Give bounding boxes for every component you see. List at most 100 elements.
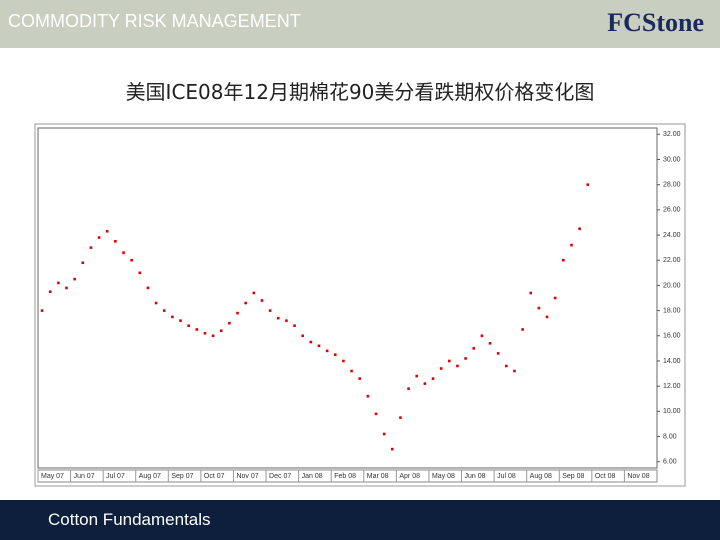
point: [407, 387, 410, 390]
point: [513, 369, 516, 373]
plot-area: [37, 127, 658, 469]
point: [171, 315, 174, 319]
header-bar: COMMODITY RISK MANAGEMENT FCStone: [0, 0, 720, 48]
point: [390, 447, 394, 451]
y-tick-label: 26.00: [663, 207, 681, 214]
point: [439, 367, 443, 370]
point: [57, 281, 60, 285]
y-tick-label: 16.00: [663, 333, 681, 340]
point: [162, 309, 166, 312]
point: [40, 309, 44, 312]
point: [570, 243, 573, 247]
x-tick-label: Aug 07: [139, 473, 161, 480]
point: [252, 291, 256, 295]
point: [293, 324, 296, 328]
x-tick-label: Sep 07: [171, 473, 193, 480]
point: [488, 342, 492, 345]
x-tick-label: Aug 08: [530, 473, 552, 480]
point: [130, 258, 133, 262]
y-tick-label: 6.00: [663, 459, 677, 466]
point: [211, 334, 215, 338]
x-tick-label: Oct 07: [204, 473, 225, 480]
point: [415, 374, 419, 378]
point: [317, 344, 321, 348]
point: [228, 321, 231, 325]
point: [480, 334, 484, 338]
y-tick-label: 32.00: [663, 131, 681, 138]
point: [496, 352, 500, 355]
point: [65, 286, 68, 290]
point: [89, 246, 93, 249]
point: [195, 328, 199, 331]
y-tick-label: 12.00: [663, 383, 681, 390]
point: [423, 382, 427, 385]
point: [374, 412, 378, 416]
point: [578, 227, 581, 231]
point: [448, 359, 451, 363]
x-tick-label: May 07: [41, 473, 64, 480]
y-tick-label: 14.00: [663, 358, 681, 365]
y-tick-label: 28.00: [663, 182, 681, 189]
point: [276, 316, 280, 320]
point: [431, 377, 435, 380]
x-tick-label: Jul 08: [497, 473, 516, 480]
y-tick-label: 30.00: [663, 156, 681, 163]
point: [154, 301, 158, 305]
logo: FCStone: [607, 8, 704, 37]
point: [366, 394, 370, 398]
point: [105, 229, 109, 233]
x-tick-label: Jan 08: [302, 473, 323, 480]
point: [350, 369, 353, 373]
x-tick-label: Dec 07: [269, 473, 291, 480]
point: [521, 328, 524, 331]
point: [268, 309, 272, 312]
point: [219, 329, 223, 333]
y-tick-label: 18.00: [663, 307, 681, 314]
point: [146, 286, 150, 290]
point: [179, 319, 182, 322]
point: [309, 340, 313, 344]
point: [187, 324, 190, 328]
point: [81, 261, 85, 265]
x-tick-label: May 08: [432, 473, 455, 480]
x-tick-label: Jun 08: [465, 473, 486, 480]
point: [586, 183, 590, 186]
x-tick-label: Apr 08: [399, 473, 420, 480]
chart-title: 美国ICE08年12月期棉花90美分看跌期权价格变化图: [125, 80, 595, 104]
point: [301, 334, 305, 338]
x-tick-label: Oct 08: [595, 473, 616, 480]
x-tick-label: Sep 08: [562, 473, 584, 480]
footer-bar: Cotton Fundamentals: [0, 500, 720, 540]
point: [382, 432, 386, 436]
x-tick-label: Mar 08: [367, 473, 389, 480]
point: [545, 315, 549, 319]
x-tick-label: Nov 08: [627, 473, 649, 480]
x-tick-label: Jun 07: [74, 473, 95, 480]
point: [358, 377, 362, 380]
point: [73, 277, 76, 281]
point: [342, 359, 345, 363]
point: [333, 353, 337, 356]
point: [260, 299, 264, 302]
point: [122, 251, 125, 254]
y-tick-label: 24.00: [663, 232, 681, 239]
point: [562, 258, 565, 262]
point: [203, 331, 207, 335]
point: [529, 291, 533, 295]
y-tick-label: 8.00: [663, 433, 677, 440]
x-tick-label: Feb 08: [334, 473, 356, 480]
point: [464, 357, 467, 360]
point: [236, 311, 239, 315]
point: [97, 236, 101, 239]
header-title: COMMODITY RISK MANAGEMENT: [8, 11, 301, 31]
y-tick-label: 10.00: [663, 408, 681, 415]
y-tick-label: 20.00: [663, 282, 681, 289]
footer-text: Cotton Fundamentals: [48, 510, 211, 529]
point: [325, 349, 329, 353]
point: [505, 364, 508, 368]
point: [285, 319, 288, 322]
point: [537, 306, 541, 310]
point: [456, 364, 459, 368]
